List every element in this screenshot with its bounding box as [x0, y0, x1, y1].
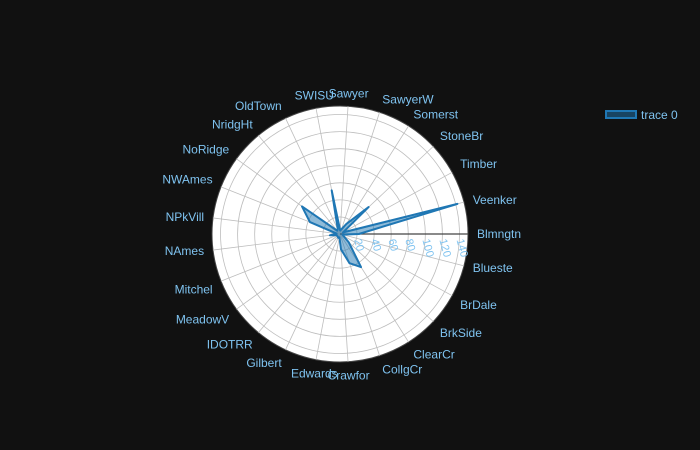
- category-label: MeadowV: [176, 313, 229, 327]
- radial-tick-label: 100: [419, 238, 435, 259]
- category-label: Blueste: [473, 261, 513, 275]
- category-label: SawyerW: [382, 93, 434, 107]
- category-label: Blmngtn: [477, 227, 521, 241]
- category-label: OldTown: [235, 99, 282, 113]
- category-label: Gilbert: [246, 356, 282, 370]
- category-label: CollgCr: [382, 362, 422, 376]
- radial-tick-label: 140: [454, 238, 470, 259]
- radial-tick-label: 120: [437, 238, 453, 259]
- radial-tick-label: 40: [368, 238, 383, 253]
- angular-grid-line: [315, 233, 341, 360]
- angular-grid-line: [339, 233, 453, 297]
- radial-tick-label: 80: [402, 238, 417, 253]
- angular-grid-line: [339, 233, 349, 362]
- category-label: NAmes: [165, 244, 204, 258]
- category-label: Mitchel: [175, 282, 213, 296]
- category-label: Somerst: [413, 107, 458, 121]
- angular-grid-line: [339, 125, 409, 235]
- angular-grid-line: [285, 118, 341, 235]
- category-label: NPkVill: [166, 210, 204, 224]
- category-label: IDOTRR: [207, 338, 253, 352]
- angular-grid-line: [258, 233, 341, 333]
- category-label: NoRidge: [182, 143, 229, 157]
- angular-grid-line: [339, 106, 349, 235]
- angular-grid-line: [212, 233, 341, 251]
- category-label: StoneBr: [440, 129, 483, 143]
- legend-swatch: [605, 110, 637, 119]
- angular-grid-line: [220, 233, 341, 282]
- legend-label: trace 0: [641, 108, 678, 122]
- category-label: Edwards: [291, 367, 338, 381]
- radial-tick-labels: 20 40 60 80 100 120 140: [351, 238, 470, 259]
- angular-grid-line: [258, 135, 341, 235]
- category-label: Crawfor: [328, 369, 370, 383]
- radial-tick-label: 20: [351, 238, 366, 253]
- angular-grid-line: [212, 217, 341, 235]
- trace-layer: [301, 189, 459, 269]
- category-label: Sawyer: [329, 86, 369, 100]
- category-label: ClearCr: [413, 348, 454, 362]
- radial-tick-label: 60: [385, 238, 400, 253]
- category-label: NridgHt: [212, 117, 253, 131]
- category-labels: Blmngtn Blueste BrDale BrkSide ClearCrCollgC…: [162, 86, 521, 382]
- category-label: NWAmes: [162, 173, 212, 187]
- angular-grid-line: [339, 112, 380, 235]
- category-label: SWISU: [295, 88, 334, 102]
- angular-grid-line: [339, 171, 453, 235]
- category-label: BrkSide: [440, 326, 482, 340]
- legend[interactable]: trace 0: [605, 108, 678, 122]
- angular-grid-line: [339, 233, 434, 322]
- category-label: Timber: [460, 157, 497, 171]
- category-label: Veenker: [473, 193, 517, 207]
- angular-grid-line: [236, 233, 341, 310]
- angular-grid-line: [339, 233, 465, 267]
- trace-area[interactable]: [301, 189, 459, 269]
- category-label: BrDale: [460, 298, 497, 312]
- angular-grid-line: [285, 233, 341, 350]
